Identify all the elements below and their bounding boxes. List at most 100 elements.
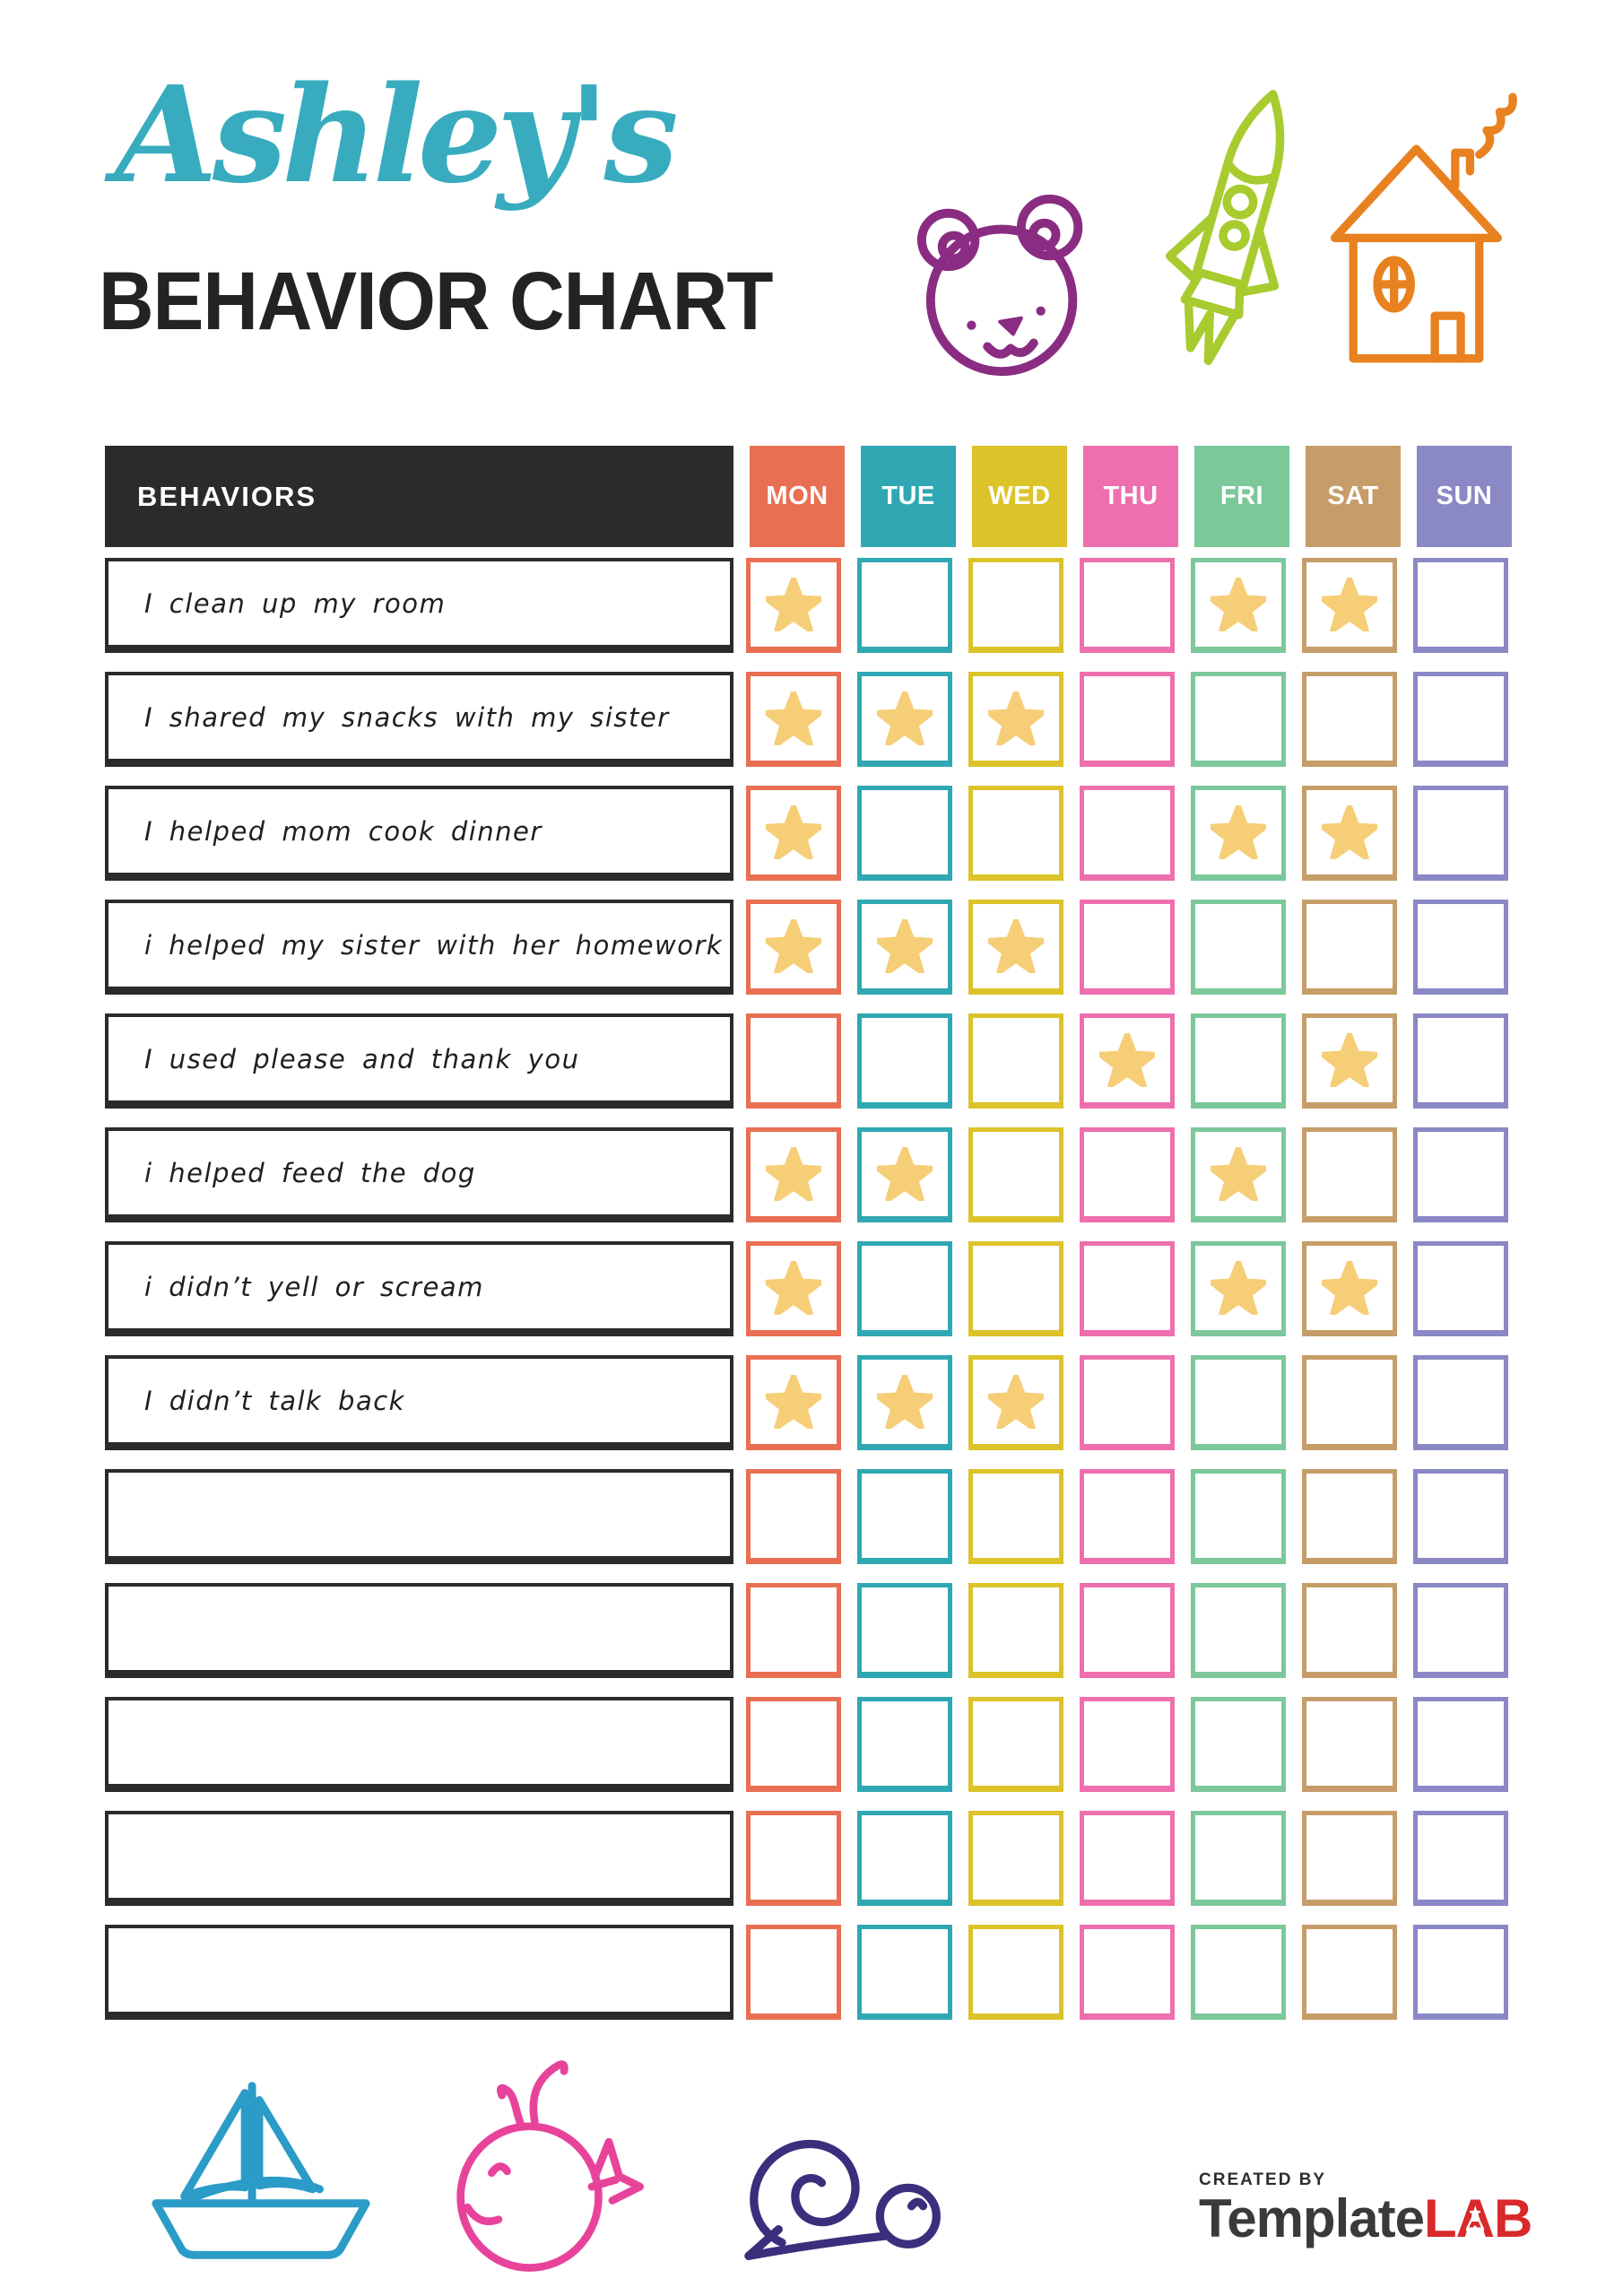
- star-cell-sat[interactable]: [1302, 1241, 1397, 1336]
- star-cell-tue[interactable]: [857, 1241, 952, 1336]
- star-cell-sun[interactable]: [1413, 1469, 1508, 1564]
- star-cell-thu[interactable]: [1080, 786, 1175, 881]
- behavior-rows: I clean up my room I shared my snacks wit…: [105, 558, 1508, 2039]
- star-cell-thu[interactable]: [1080, 900, 1175, 995]
- star-cell-tue[interactable]: [857, 786, 952, 881]
- star-cell-tue[interactable]: [857, 1127, 952, 1222]
- star-cell-tue[interactable]: [857, 1583, 952, 1678]
- star-cell-wed[interactable]: [968, 1583, 1063, 1678]
- star-cell-tue[interactable]: [857, 558, 952, 653]
- star-cell-mon[interactable]: [746, 900, 841, 995]
- star-cell-mon[interactable]: [746, 786, 841, 881]
- star-cell-fri[interactable]: [1191, 1355, 1286, 1450]
- star-cell-thu[interactable]: [1080, 1697, 1175, 1792]
- star-cell-tue[interactable]: [857, 1355, 952, 1450]
- star-cell-sat[interactable]: [1302, 1811, 1397, 1906]
- star-cell-sun[interactable]: [1413, 1925, 1508, 2020]
- star-cell-fri[interactable]: [1191, 1127, 1286, 1222]
- star-cell-tue[interactable]: [857, 1811, 952, 1906]
- star-cell-sat[interactable]: [1302, 900, 1397, 995]
- star-cell-wed[interactable]: [968, 672, 1063, 767]
- star-cell-sat[interactable]: [1302, 1925, 1397, 2020]
- star-cell-mon[interactable]: [746, 672, 841, 767]
- star-cell-sun[interactable]: [1413, 1697, 1508, 1792]
- star-cell-fri[interactable]: [1191, 1925, 1286, 2020]
- star-cell-sat[interactable]: [1302, 1697, 1397, 1792]
- star-cell-thu[interactable]: [1080, 1355, 1175, 1450]
- star-cell-tue[interactable]: [857, 1013, 952, 1109]
- star-cell-wed[interactable]: [968, 1697, 1063, 1792]
- star-cell-sun[interactable]: [1413, 1013, 1508, 1109]
- star-cell-wed[interactable]: [968, 558, 1063, 653]
- star-cell-mon[interactable]: [746, 1583, 841, 1678]
- star-cell-mon[interactable]: [746, 1925, 841, 2020]
- star-cell-wed[interactable]: [968, 1241, 1063, 1336]
- star-cell-fri[interactable]: [1191, 1241, 1286, 1336]
- star-cell-mon[interactable]: [746, 558, 841, 653]
- star-cell-thu[interactable]: [1080, 1013, 1175, 1109]
- star-cell-fri[interactable]: [1191, 786, 1286, 881]
- star-cell-mon[interactable]: [746, 1013, 841, 1109]
- star-cell-wed[interactable]: [968, 1811, 1063, 1906]
- star-icon: [766, 1261, 821, 1315]
- star-cell-sun[interactable]: [1413, 558, 1508, 653]
- star-cell-sun[interactable]: [1413, 1811, 1508, 1906]
- star-cell-tue[interactable]: [857, 1925, 952, 2020]
- star-cell-wed[interactable]: [968, 1469, 1063, 1564]
- star-cell-sun[interactable]: [1413, 1127, 1508, 1222]
- star-cell-mon[interactable]: [746, 1811, 841, 1906]
- star-cell-sat[interactable]: [1302, 1013, 1397, 1109]
- star-cell-fri[interactable]: [1191, 1013, 1286, 1109]
- star-cell-mon[interactable]: [746, 1127, 841, 1222]
- star-cell-wed[interactable]: [968, 1355, 1063, 1450]
- star-cell-fri[interactable]: [1191, 1583, 1286, 1678]
- star-cell-mon[interactable]: [746, 1355, 841, 1450]
- star-cell-thu[interactable]: [1080, 1469, 1175, 1564]
- star-cell-thu[interactable]: [1080, 672, 1175, 767]
- star-cell-wed[interactable]: [968, 1925, 1063, 2020]
- table-header: BEHAVIORS MON TUE WED THU FRI SAT SUN: [105, 446, 1512, 547]
- star-cell-sat[interactable]: [1302, 1583, 1397, 1678]
- star-cell-sat[interactable]: [1302, 558, 1397, 653]
- star-cell-fri[interactable]: [1191, 1697, 1286, 1792]
- star-cell-mon[interactable]: [746, 1697, 841, 1792]
- star-cell-sat[interactable]: [1302, 1127, 1397, 1222]
- behavior-row: [105, 1925, 1508, 2020]
- behavior-label-text: i didn’t yell or scream: [144, 1271, 484, 1302]
- star-cell-thu[interactable]: [1080, 1583, 1175, 1678]
- star-cell-mon[interactable]: [746, 1469, 841, 1564]
- star-cell-thu[interactable]: [1080, 1925, 1175, 2020]
- star-cell-sun[interactable]: [1413, 786, 1508, 881]
- star-cell-wed[interactable]: [968, 1013, 1063, 1109]
- star-cell-wed[interactable]: [968, 900, 1063, 995]
- star-cell-sun[interactable]: [1413, 1355, 1508, 1450]
- star-cell-sat[interactable]: [1302, 672, 1397, 767]
- star-cell-sat[interactable]: [1302, 1355, 1397, 1450]
- star-cell-mon[interactable]: [746, 1241, 841, 1336]
- star-cell-fri[interactable]: [1191, 672, 1286, 767]
- star-icon: [766, 805, 821, 859]
- star-cell-thu[interactable]: [1080, 1241, 1175, 1336]
- star-cell-sat[interactable]: [1302, 786, 1397, 881]
- star-cell-tue[interactable]: [857, 1469, 952, 1564]
- star-cell-tue[interactable]: [857, 900, 952, 995]
- star-cell-fri[interactable]: [1191, 558, 1286, 653]
- star-cell-thu[interactable]: [1080, 558, 1175, 653]
- star-cell-fri[interactable]: [1191, 1469, 1286, 1564]
- star-cell-sun[interactable]: [1413, 1241, 1508, 1336]
- star-cell-sun[interactable]: [1413, 900, 1508, 995]
- star-cell-sun[interactable]: [1413, 1583, 1508, 1678]
- star-cell-tue[interactable]: [857, 672, 952, 767]
- logo-letter-l: L: [1423, 2188, 1457, 2248]
- star-cell-fri[interactable]: [1191, 900, 1286, 995]
- star-cell-thu[interactable]: [1080, 1127, 1175, 1222]
- star-cell-wed[interactable]: [968, 1127, 1063, 1222]
- behavior-label-text: i helped my sister with her homework: [144, 929, 724, 961]
- star-cell-tue[interactable]: [857, 1697, 952, 1792]
- star-cell-fri[interactable]: [1191, 1811, 1286, 1906]
- star-cell-thu[interactable]: [1080, 1811, 1175, 1906]
- star-cell-sun[interactable]: [1413, 672, 1508, 767]
- behaviors-header: BEHAVIORS: [105, 446, 733, 547]
- star-cell-sat[interactable]: [1302, 1469, 1397, 1564]
- star-cell-wed[interactable]: [968, 786, 1063, 881]
